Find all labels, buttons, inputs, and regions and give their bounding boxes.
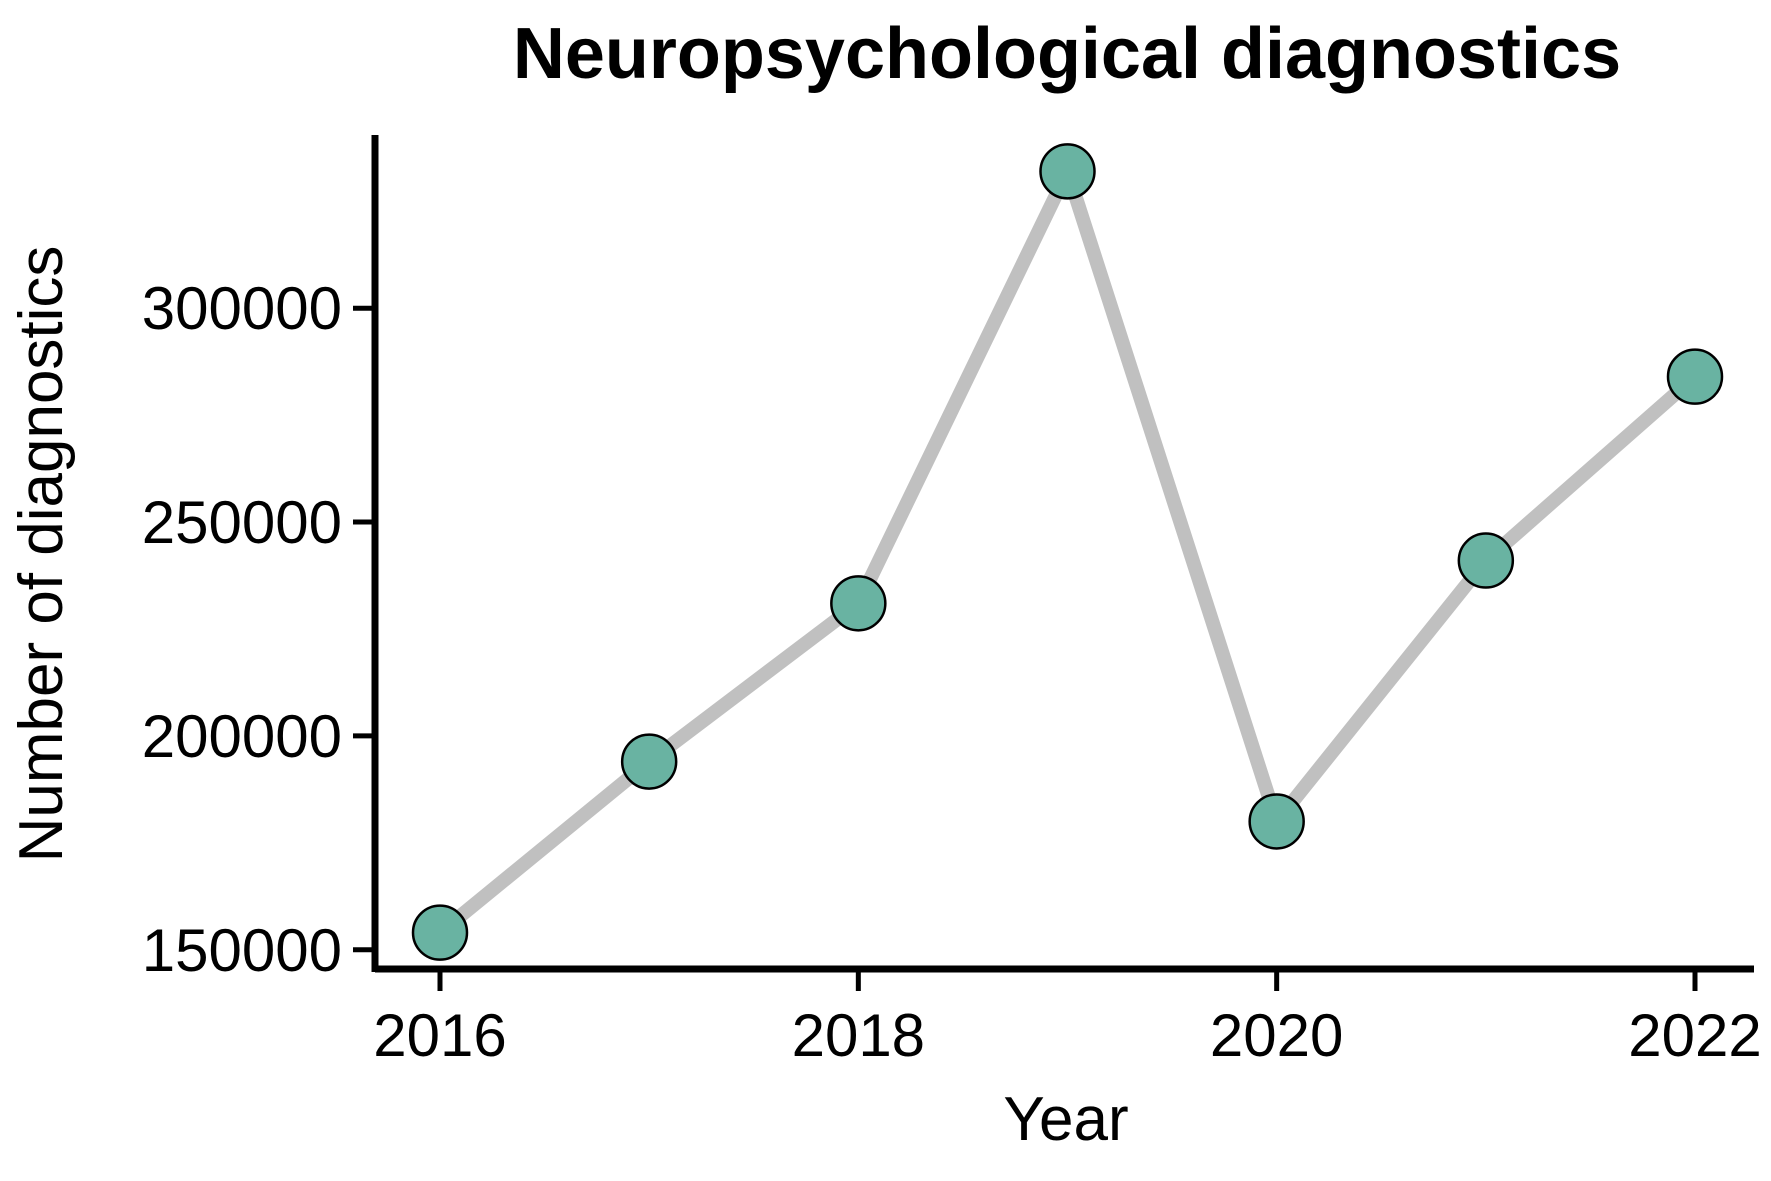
data-point [620,733,678,790]
y-tick-label: 300000 [142,275,342,342]
y-tick-label: 150000 [142,917,342,984]
data-point [1248,793,1305,850]
x-axis-label: Year [1003,1085,1128,1154]
x-tick-label: 2018 [792,1002,925,1069]
data-points [411,143,1724,961]
x-axis-ticks: 2016 2018 2020 2022 [373,969,1762,1069]
data-point [1039,143,1096,200]
data-point [1457,532,1515,589]
x-tick-label: 2016 [373,1002,506,1069]
chart-title: Neuropsychological diagnostics [513,14,1621,94]
data-point [411,904,469,961]
data-point [830,575,887,632]
x-tick-label: 2022 [1628,1002,1761,1069]
y-tick-label: 200000 [142,703,342,770]
y-axis-ticks: 150000 200000 250000 300000 [142,275,375,984]
y-axis-label: Number of diagnostics [7,246,76,863]
data-point [1666,348,1724,405]
x-tick-label: 2020 [1210,1002,1343,1069]
y-tick-label: 250000 [142,489,342,556]
